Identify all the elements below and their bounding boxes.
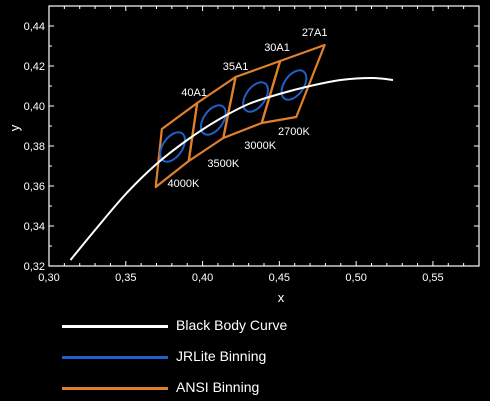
- ansi-quad-4: [260, 43, 326, 125]
- legend-swatch-ansi: [62, 387, 168, 390]
- legend-label-black-body: Black Body Curve: [176, 317, 288, 333]
- x-tick-label: 0,40: [192, 272, 213, 284]
- legend-label-jrlite: JRLite Binning: [176, 348, 267, 364]
- legend-item-black-body: Black Body Curve: [62, 316, 362, 336]
- legend-label-ansi: ANSI Binning: [176, 379, 260, 395]
- black-body-curve: [69, 76, 394, 261]
- annotation-3000k: 3000K: [244, 140, 276, 152]
- annotation-40a1: 40A1: [181, 87, 207, 99]
- x-tick-label: 0,45: [269, 272, 290, 284]
- annotation-30a1: 30A1: [264, 42, 290, 54]
- y-tick-label: 0,32: [24, 261, 45, 273]
- legend-item-ansi: ANSI Binning: [62, 378, 362, 398]
- y-tick-label: 0,36: [24, 181, 45, 193]
- legend-item-jrlite: JRLite Binning: [62, 347, 362, 367]
- jrlite-ellipse-1: [159, 131, 187, 163]
- y-axis-label: y: [7, 124, 22, 131]
- y-tick-label: 0,44: [24, 21, 45, 33]
- x-tick-label: 0,50: [345, 272, 366, 284]
- jrlite-ellipse-4: [280, 69, 308, 101]
- y-tick-label: 0,42: [24, 61, 45, 73]
- y-tick-label: 0,38: [24, 141, 45, 153]
- chromaticity-chart: 0,30 0,35 0,40 0,45 0,50 0,55 0,32 0,34 0,36 0,38…: [7, 5, 480, 305]
- x-tick-label: 0,35: [115, 272, 136, 284]
- legend-swatch-jrlite: [62, 356, 168, 359]
- legend-swatch-black-body: [62, 325, 168, 328]
- jrlite-ellipse-3: [242, 81, 269, 113]
- x-tick-label: 0,55: [422, 272, 443, 284]
- jrlite-ellipse-2: [199, 104, 227, 136]
- annotation-2700k: 2700K: [278, 126, 310, 138]
- ansi-binning-quads: [154, 43, 326, 189]
- annotation-4000k: 4000K: [167, 178, 199, 190]
- annotation-27a1: 27A1: [302, 27, 328, 39]
- x-tick-label: 0,30: [38, 272, 59, 284]
- jrlite-binning-ellipses: [159, 69, 308, 163]
- annotation-35a1: 35A1: [223, 61, 249, 73]
- y-tick-label: 0,40: [24, 101, 45, 113]
- y-tick-label: 0,34: [24, 221, 45, 233]
- axes: 0,30 0,35 0,40 0,45 0,50 0,55 0,32 0,34 0,36 0,38…: [24, 5, 480, 284]
- annotation-3500k: 3500K: [207, 158, 239, 170]
- x-axis-label: x: [278, 290, 285, 305]
